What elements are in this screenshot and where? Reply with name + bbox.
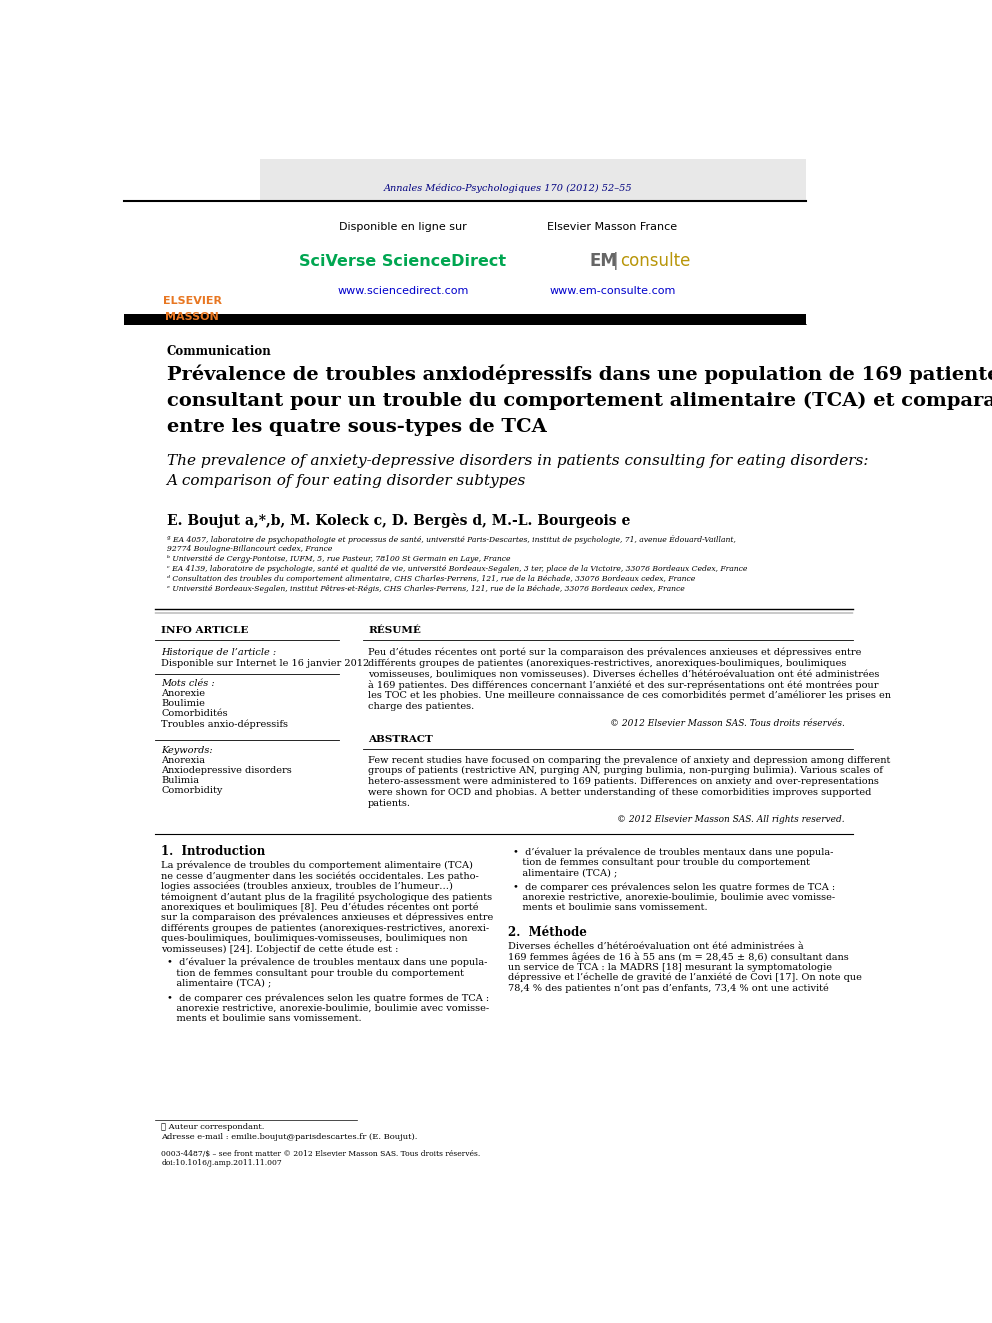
Text: Bulimia: Bulimia — [161, 775, 199, 785]
Text: ★ Auteur correspondant.: ★ Auteur correspondant. — [161, 1123, 265, 1131]
Text: 92774 Boulogne-Billancourt cedex, France: 92774 Boulogne-Billancourt cedex, France — [167, 545, 332, 553]
Text: ABSTRACT: ABSTRACT — [368, 734, 433, 744]
Text: à 169 patientes. Des différences concernant l’anxiété et des sur-représentations: à 169 patientes. Des différences concern… — [368, 680, 879, 689]
Text: 1.  Introduction: 1. Introduction — [161, 845, 266, 859]
Text: ments et boulimie sans vomissement.: ments et boulimie sans vomissement. — [167, 1015, 361, 1024]
Text: Adresse e-mail : emilie.boujut@parisdescartes.fr (E. Boujut).: Adresse e-mail : emilie.boujut@parisdesc… — [161, 1134, 418, 1142]
Text: www.sciencedirect.com: www.sciencedirect.com — [337, 286, 468, 296]
Text: Troubles anxio-dépressifs: Troubles anxio-dépressifs — [161, 720, 289, 729]
Bar — [124, 79, 260, 202]
Text: patients.: patients. — [368, 799, 411, 808]
Text: © 2012 Elsevier Masson SAS. Tous droits réservés.: © 2012 Elsevier Masson SAS. Tous droits … — [610, 718, 845, 728]
Text: E. Boujut a,*,b, M. Koleck c, D. Bergès d, M.-L. Bourgeois e: E. Boujut a,*,b, M. Koleck c, D. Bergès … — [167, 513, 630, 528]
Text: ques-boulimiques, boulimiques-vomisseuses, boulimiques non: ques-boulimiques, boulimiques-vomisseuse… — [161, 934, 467, 943]
Text: Communication: Communication — [167, 345, 272, 357]
Bar — [124, 79, 806, 202]
Text: tion de femmes consultant pour trouble du comportement: tion de femmes consultant pour trouble d… — [167, 968, 463, 978]
Text: ᶜ EA 4139, laboratoire de psychologie, santé et qualité de vie, université Borde: ᶜ EA 4139, laboratoire de psychologie, s… — [167, 565, 747, 573]
Text: Mots clés :: Mots clés : — [161, 680, 215, 688]
Text: Historique de l’article :: Historique de l’article : — [161, 648, 277, 656]
Text: Disponible en ligne sur: Disponible en ligne sur — [339, 221, 467, 232]
Text: charge des patientes.: charge des patientes. — [368, 701, 474, 710]
Text: EM: EM — [590, 253, 618, 270]
Text: ᵉ Université Bordeaux-Segalen, institut Pêtres-et-Régis, CHS Charles-Perrens, 12: ᵉ Université Bordeaux-Segalen, institut … — [167, 585, 684, 593]
Text: 169 femmes âgées de 16 à 55 ans (m = 28,45 ± 8,6) consultant dans: 169 femmes âgées de 16 à 55 ans (m = 28,… — [508, 953, 848, 962]
Text: Prévalence de troubles anxiodépressifs dans une population de 169 patientes: Prévalence de troubles anxiodépressifs d… — [167, 365, 992, 384]
Text: Anorexia: Anorexia — [161, 755, 205, 765]
Text: ᵇ Université de Cergy-Pontoise, IUFM, 5, rue Pasteur, 78100 St Germain en Laye, : ᵇ Université de Cergy-Pontoise, IUFM, 5,… — [167, 556, 510, 564]
Text: témoignent d’autant plus de la fragilité psychologique des patients: témoignent d’autant plus de la fragilité… — [161, 892, 492, 901]
Text: vomisseuses, boulimiques non vomisseuses). Diverses échelles d’hétéroévaluation : vomisseuses, boulimiques non vomisseuses… — [368, 669, 880, 679]
Text: Comorbidités: Comorbidités — [161, 709, 228, 718]
Text: www.em-consulte.com: www.em-consulte.com — [549, 286, 676, 296]
Text: tion de femmes consultant pour trouble du comportement: tion de femmes consultant pour trouble d… — [513, 857, 810, 867]
Text: groups of patients (restrictive AN, purging AN, purging bulimia, non-purging bul: groups of patients (restrictive AN, purg… — [368, 766, 883, 775]
Text: consultant pour un trouble du comportement alimentaire (TCA) et comparaisons: consultant pour un trouble du comporteme… — [167, 392, 992, 410]
Text: doi:10.1016/j.amp.2011.11.007: doi:10.1016/j.amp.2011.11.007 — [161, 1159, 282, 1167]
Text: Boulimie: Boulimie — [161, 700, 205, 708]
Text: hetero-assessment were administered to 169 patients. Differences on anxiety and : hetero-assessment were administered to 1… — [368, 777, 879, 786]
Text: •  d’évaluer la prévalence de troubles mentaux dans une popula-: • d’évaluer la prévalence de troubles me… — [513, 847, 833, 856]
Text: La prévalence de troubles du comportement alimentaire (TCA): La prévalence de troubles du comportemen… — [161, 861, 473, 871]
Text: un service de TCA : la MADRS [18] mesurant la symptomatologie: un service de TCA : la MADRS [18] mesura… — [508, 963, 831, 972]
Text: ne cesse d’augmenter dans les sociétés occidentales. Les patho-: ne cesse d’augmenter dans les sociétés o… — [161, 872, 479, 881]
Text: alimentaire (TCA) ;: alimentaire (TCA) ; — [167, 979, 271, 988]
Text: INFO ARTICLE: INFO ARTICLE — [161, 626, 249, 635]
Text: différents groupes de patientes (anorexiques-restrictives, anorexiques-boulimiqu: différents groupes de patientes (anorexi… — [368, 659, 846, 668]
Text: Peu d’études récentes ont porté sur la comparaison des prévalences anxieuses et : Peu d’études récentes ont porté sur la c… — [368, 647, 861, 658]
Text: dépressive et l’échelle de gravité de l’anxiété de Covi [17]. On note que: dépressive et l’échelle de gravité de l’… — [508, 972, 861, 983]
Text: A comparison of four eating disorder subtypes: A comparison of four eating disorder sub… — [167, 475, 526, 488]
Text: alimentaire (TCA) ;: alimentaire (TCA) ; — [513, 868, 617, 877]
Text: entre les quatre sous-types de TCA: entre les quatre sous-types de TCA — [167, 418, 547, 435]
Text: les TOC et les phobies. Une meilleure connaissance de ces comorbidités permet d’: les TOC et les phobies. Une meilleure co… — [368, 691, 891, 700]
Text: Few recent studies have focused on comparing the prevalence of anxiety and depre: Few recent studies have focused on compa… — [368, 755, 891, 765]
Text: vomisseuses) [24]. L’objectif de cette étude est :: vomisseuses) [24]. L’objectif de cette é… — [161, 945, 399, 954]
Text: logies associées (troubles anxieux, troubles de l’humeur…): logies associées (troubles anxieux, trou… — [161, 881, 453, 892]
Text: MASSON: MASSON — [166, 312, 219, 321]
Text: Anorexie: Anorexie — [161, 689, 205, 699]
Text: ments et boulimie sans vomissement.: ments et boulimie sans vomissement. — [513, 904, 707, 913]
Text: anorexiques et boulimiques [8]. Peu d’études récentes ont porté: anorexiques et boulimiques [8]. Peu d’ét… — [161, 902, 479, 912]
Text: anorexie restrictive, anorexie-boulimie, boulimie avec vomisse-: anorexie restrictive, anorexie-boulimie,… — [167, 1004, 489, 1013]
Text: ᵈ Consultation des troubles du comportement alimentaire, CHS Charles-Perrens, 12: ᵈ Consultation des troubles du comportem… — [167, 576, 694, 583]
Text: Disponible sur Internet le 16 janvier 2012: Disponible sur Internet le 16 janvier 20… — [161, 659, 369, 668]
Text: •  d’évaluer la prévalence de troubles mentaux dans une popula-: • d’évaluer la prévalence de troubles me… — [167, 958, 487, 967]
Text: Elsevier Masson France: Elsevier Masson France — [548, 221, 678, 232]
Text: 78,4 % des patientes n’ont pas d’enfants, 73,4 % ont une activité: 78,4 % des patientes n’ont pas d’enfants… — [508, 983, 828, 992]
Text: RÉSUMÉ: RÉSUMÉ — [368, 626, 421, 635]
Text: différents groupes de patientes (anorexiques-restrictives, anorexi-: différents groupes de patientes (anorexi… — [161, 923, 489, 933]
Text: 2.  Méthode: 2. Méthode — [508, 926, 586, 939]
Text: ELSEVIER: ELSEVIER — [163, 296, 221, 306]
Text: 0003-4487/$ – see front matter © 2012 Elsevier Masson SAS. Tous droits réservés.: 0003-4487/$ – see front matter © 2012 El… — [161, 1150, 480, 1158]
Text: ª EA 4057, laboratoire de psychopathologie et processus de santé, université Par: ª EA 4057, laboratoire de psychopatholog… — [167, 534, 735, 544]
Bar — [124, 315, 806, 325]
Text: consulte: consulte — [620, 253, 690, 270]
Text: Keywords:: Keywords: — [161, 746, 213, 754]
Text: sur la comparaison des prévalences anxieuses et dépressives entre: sur la comparaison des prévalences anxie… — [161, 913, 493, 922]
Text: Annales Médico-Psychologiques 170 (2012) 52–55: Annales Médico-Psychologiques 170 (2012)… — [384, 184, 633, 193]
Text: •  de comparer ces prévalences selon les quatre formes de TCA :: • de comparer ces prévalences selon les … — [513, 882, 835, 892]
Text: © 2012 Elsevier Masson SAS. All rights reserved.: © 2012 Elsevier Masson SAS. All rights r… — [617, 815, 845, 824]
Text: The prevalence of anxiety-depressive disorders in patients consulting for eating: The prevalence of anxiety-depressive dis… — [167, 454, 868, 467]
Text: Comorbidity: Comorbidity — [161, 786, 222, 795]
Text: •  de comparer ces prévalences selon les quatre formes de TCA :: • de comparer ces prévalences selon les … — [167, 994, 489, 1003]
Text: Anxiodepressive disorders: Anxiodepressive disorders — [161, 766, 292, 775]
Text: were shown for OCD and phobias. A better understanding of these comorbidities im: were shown for OCD and phobias. A better… — [368, 789, 872, 796]
Text: |: | — [612, 253, 618, 270]
Text: SciVerse ScienceDirect: SciVerse ScienceDirect — [300, 254, 507, 269]
Text: anorexie restrictive, anorexie-boulimie, boulimie avec vomisse-: anorexie restrictive, anorexie-boulimie,… — [513, 893, 835, 902]
Text: Diverses échelles d’hétéroévaluation ont été administrées à: Diverses échelles d’hétéroévaluation ont… — [508, 942, 804, 951]
